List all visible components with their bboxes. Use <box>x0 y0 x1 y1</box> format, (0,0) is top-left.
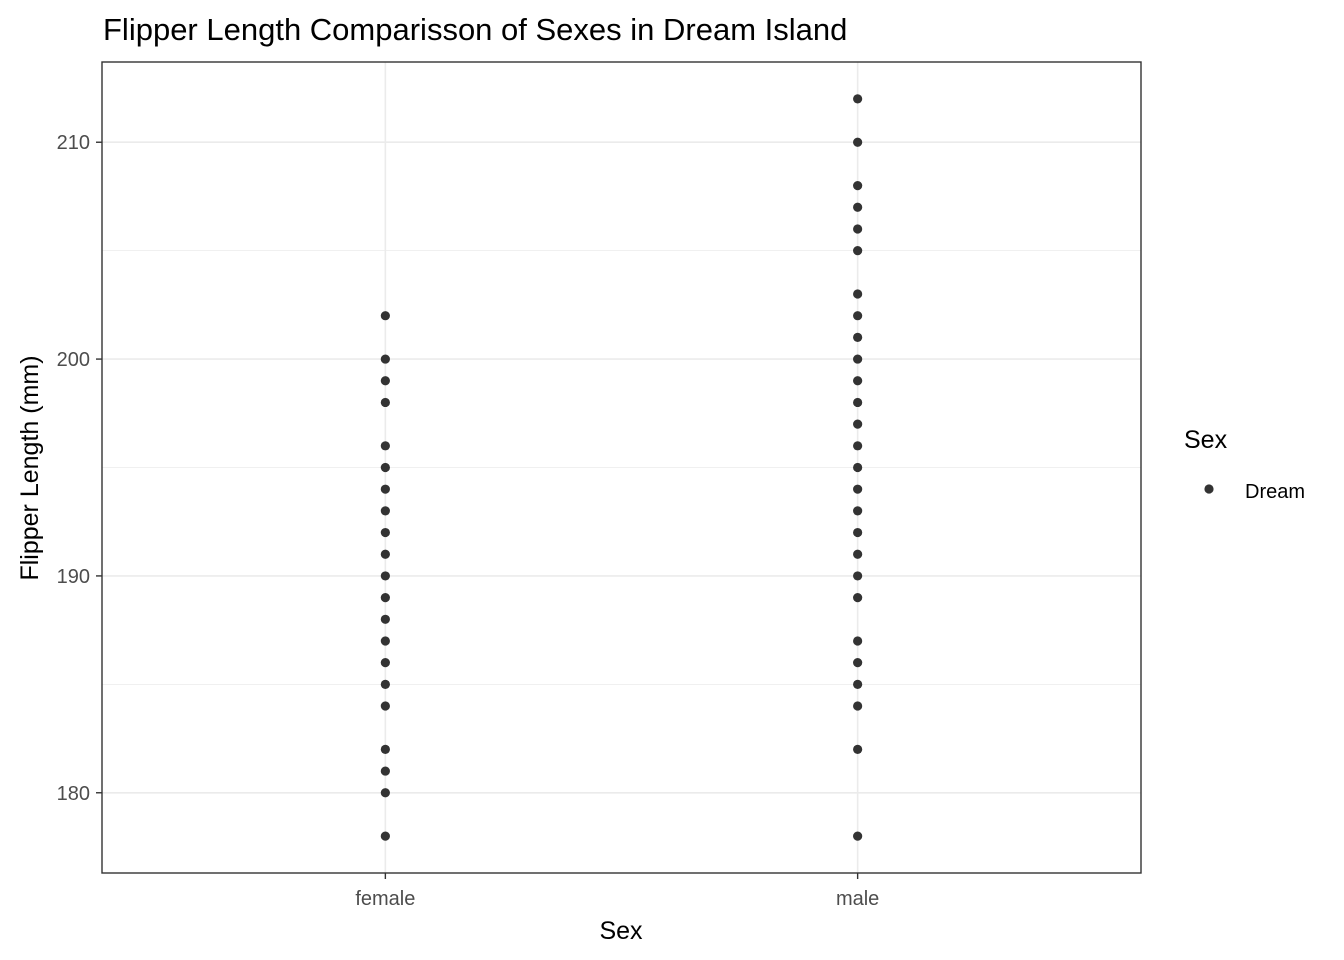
data-point-male <box>853 679 863 689</box>
data-point-male <box>853 137 863 147</box>
chart-title: Flipper Length Comparisson of Sexes in D… <box>103 12 847 47</box>
data-point-female <box>380 354 390 364</box>
data-point-male <box>853 658 863 668</box>
data-point-male <box>853 506 863 516</box>
data-point-female <box>380 311 390 321</box>
data-point-female <box>380 658 390 668</box>
data-point-female <box>380 636 390 646</box>
y-tick-label: 210 <box>57 132 90 154</box>
data-point-female <box>380 744 390 754</box>
data-point-male <box>853 94 863 104</box>
plot-panel-border <box>101 61 1142 874</box>
data-point-female <box>380 397 390 408</box>
data-points <box>380 94 863 841</box>
data-point-male <box>853 571 863 581</box>
x-tick-label-male: male <box>836 888 879 910</box>
data-point-male <box>853 744 863 754</box>
x-tick-label-female: female <box>355 888 415 910</box>
data-point-male <box>853 397 863 408</box>
data-point-female <box>380 462 390 473</box>
y-tick-label: 190 <box>57 566 90 588</box>
legend-key-point <box>1204 484 1214 494</box>
data-point-female <box>380 571 390 581</box>
data-point-female <box>380 506 390 516</box>
x-axis-title: Sex <box>599 917 643 945</box>
data-point-male <box>853 376 863 386</box>
data-point-female <box>380 701 390 711</box>
data-point-female <box>380 766 390 776</box>
data-point-female <box>380 376 390 386</box>
data-point-male <box>853 701 863 711</box>
data-point-male <box>853 462 863 473</box>
data-point-male <box>853 419 863 429</box>
data-point-female <box>380 441 390 451</box>
data-point-male <box>853 527 863 538</box>
data-point-female <box>380 788 390 798</box>
x-axis: female male <box>355 873 879 910</box>
y-axis: 180 190 200 210 <box>57 132 102 805</box>
legend-label-dream: Dream <box>1245 481 1305 503</box>
legend: Sex Dream <box>1184 426 1305 503</box>
data-point-male <box>853 289 863 299</box>
data-point-male <box>853 202 863 212</box>
data-point-male <box>853 636 863 646</box>
legend-title: Sex <box>1184 426 1228 454</box>
data-point-male <box>853 332 863 342</box>
data-point-female <box>380 549 390 559</box>
data-point-female <box>380 527 390 538</box>
y-tick-label: 180 <box>57 783 90 805</box>
data-point-male <box>853 246 863 256</box>
data-point-male <box>853 181 863 191</box>
y-axis-title: Flipper Length (mm) <box>16 355 44 580</box>
data-point-male <box>853 484 863 494</box>
data-point-male <box>853 441 863 451</box>
data-point-male <box>853 831 863 841</box>
data-point-female <box>380 593 390 603</box>
data-point-male <box>853 593 863 603</box>
y-tick-label: 200 <box>57 349 90 371</box>
data-point-male <box>853 311 863 321</box>
data-point-female <box>380 614 390 624</box>
data-point-male <box>853 354 863 364</box>
data-point-female <box>380 679 390 689</box>
data-point-female <box>380 484 390 494</box>
data-point-female <box>380 831 390 841</box>
data-point-male <box>853 224 863 234</box>
data-point-male <box>853 549 863 559</box>
